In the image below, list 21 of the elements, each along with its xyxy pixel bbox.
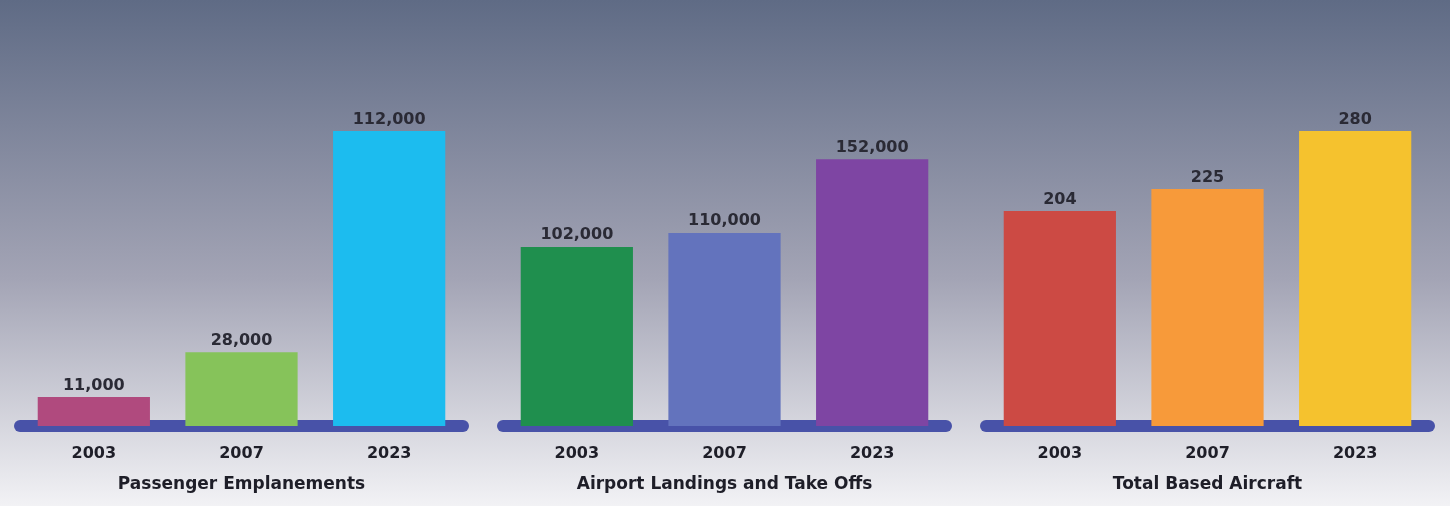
x-tick-label: 2007	[702, 442, 747, 462]
x-tick-label: 2007	[1185, 442, 1230, 462]
data-label: 152,000	[835, 136, 909, 156]
data-label: 102,000	[540, 224, 614, 244]
data-label: 204	[1043, 188, 1077, 208]
data-label: 11,000	[62, 374, 125, 394]
data-label: 28,000	[210, 329, 273, 349]
x-tick-label: 2023	[1332, 442, 1378, 462]
data-label: 280	[1338, 108, 1372, 128]
data-label: 110,000	[688, 210, 761, 230]
x-axis-title: Passenger Emplanements	[117, 472, 366, 493]
x-tick-label: 2007	[219, 442, 264, 462]
data-label: 225	[1190, 166, 1225, 186]
x-axis-title: Total Based Aircraft	[1112, 472, 1303, 493]
x-tick-label: 2023	[849, 442, 895, 462]
x-tick-label: 2003	[71, 442, 117, 462]
x-tick-label: 2003	[1037, 442, 1083, 462]
x-tick-label: 2023	[366, 442, 412, 462]
x-axis-title: Airport Landings and Take Offs	[576, 472, 873, 493]
x-tick-label: 2003	[554, 442, 600, 462]
data-label: 112,000	[352, 108, 426, 128]
